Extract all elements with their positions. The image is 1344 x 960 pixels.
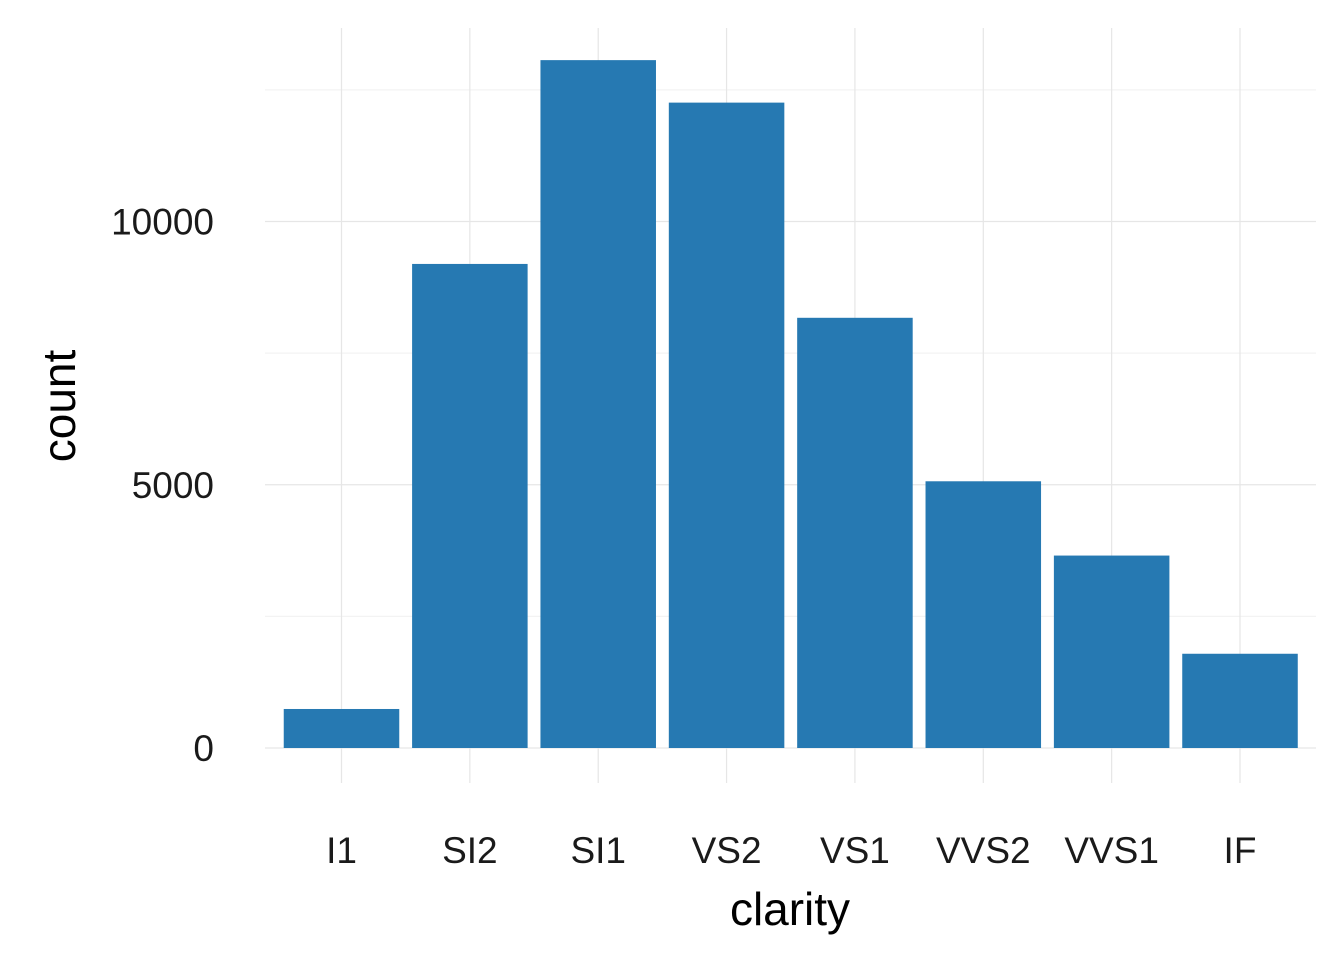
bar-if bbox=[1182, 653, 1298, 748]
x-tick-label: I1 bbox=[326, 830, 357, 871]
bar-si2 bbox=[412, 263, 528, 748]
y-tick-label: 10000 bbox=[111, 202, 214, 243]
bar-vvs2 bbox=[925, 481, 1042, 748]
x-axis-title: clarity bbox=[730, 883, 850, 935]
x-axis-ticks: I1 SI2 SI1 VS2 VS1 VVS2 VVS1 IF bbox=[326, 830, 1256, 871]
y-tick-label: 5000 bbox=[132, 465, 214, 506]
bar-vs2 bbox=[668, 102, 785, 748]
y-tick-label: 0 bbox=[193, 728, 214, 769]
y-axis-ticks: 0 5000 10000 bbox=[111, 202, 214, 770]
bar-i1 bbox=[283, 708, 400, 748]
x-tick-label: VS1 bbox=[820, 830, 890, 871]
bar-vvs1 bbox=[1053, 555, 1170, 748]
bar-vs1 bbox=[797, 317, 913, 748]
x-tick-label: SI2 bbox=[442, 830, 498, 871]
bar-si1 bbox=[540, 60, 656, 749]
x-tick-label: IF bbox=[1224, 830, 1257, 871]
bars bbox=[283, 60, 1298, 749]
x-tick-label: VVS1 bbox=[1064, 830, 1159, 871]
x-tick-label: SI1 bbox=[570, 830, 626, 871]
x-tick-label: VS2 bbox=[692, 830, 762, 871]
x-tick-label: VVS2 bbox=[936, 830, 1031, 871]
y-axis-title: count bbox=[33, 350, 85, 463]
